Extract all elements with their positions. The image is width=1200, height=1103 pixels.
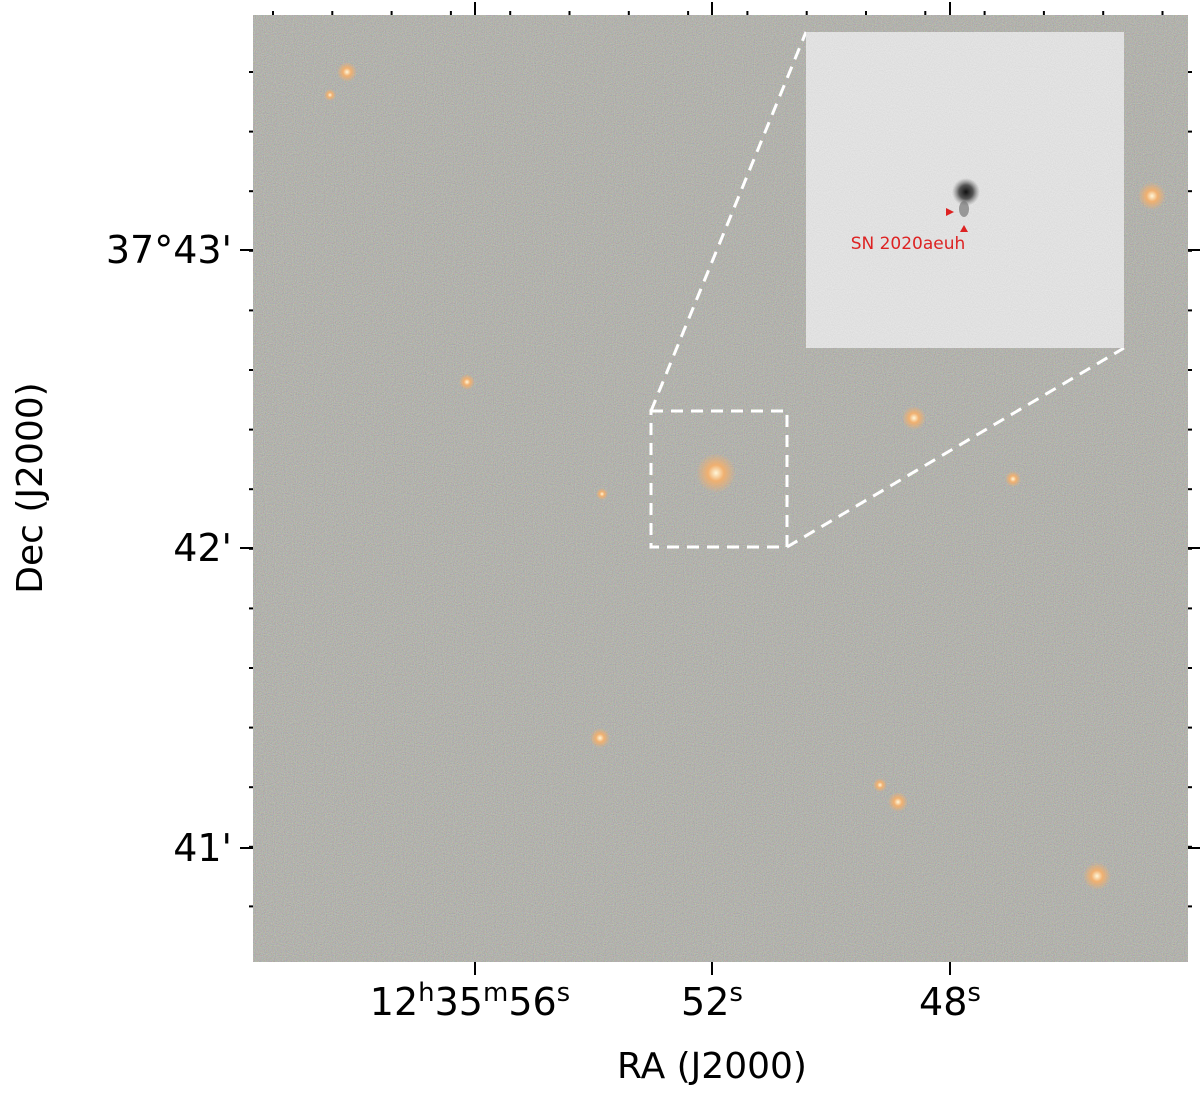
zoom-line [649,31,808,412]
y-tick-label: 42' [173,526,232,570]
sn-label: SN 2020aeuh [851,234,966,254]
zoom-box [649,409,789,549]
y-tick-label: 41' [173,826,232,870]
tick-sup: s [729,978,743,1008]
tick-sup: s [967,978,981,1008]
x-tick-label: 48s [919,978,981,1024]
tick-part: 52 [681,980,729,1024]
x-tick-label: 12h35m56s [370,978,570,1024]
sources [324,62,1166,890]
tick-part: 35 [435,980,483,1024]
tick-part: 12 [370,980,418,1024]
tick-part: 56 [508,980,556,1024]
sn-marker [960,225,968,232]
axis-frame [240,2,1200,975]
x-tick-label: 52s [681,978,743,1024]
tick-sup: h [418,978,434,1008]
y-tick-label: 37°43' [106,228,232,272]
tick-sup: m [483,978,508,1008]
y-axis-label: Dec (J2000) [10,382,51,593]
sn-marker [946,208,954,216]
inset: SN 2020aeuh [806,32,1124,348]
tick-sup: s [557,978,571,1008]
tick-part: 48 [919,980,967,1024]
zoom-line [786,346,1125,549]
x-axis-label: RA (J2000) [617,1046,807,1087]
